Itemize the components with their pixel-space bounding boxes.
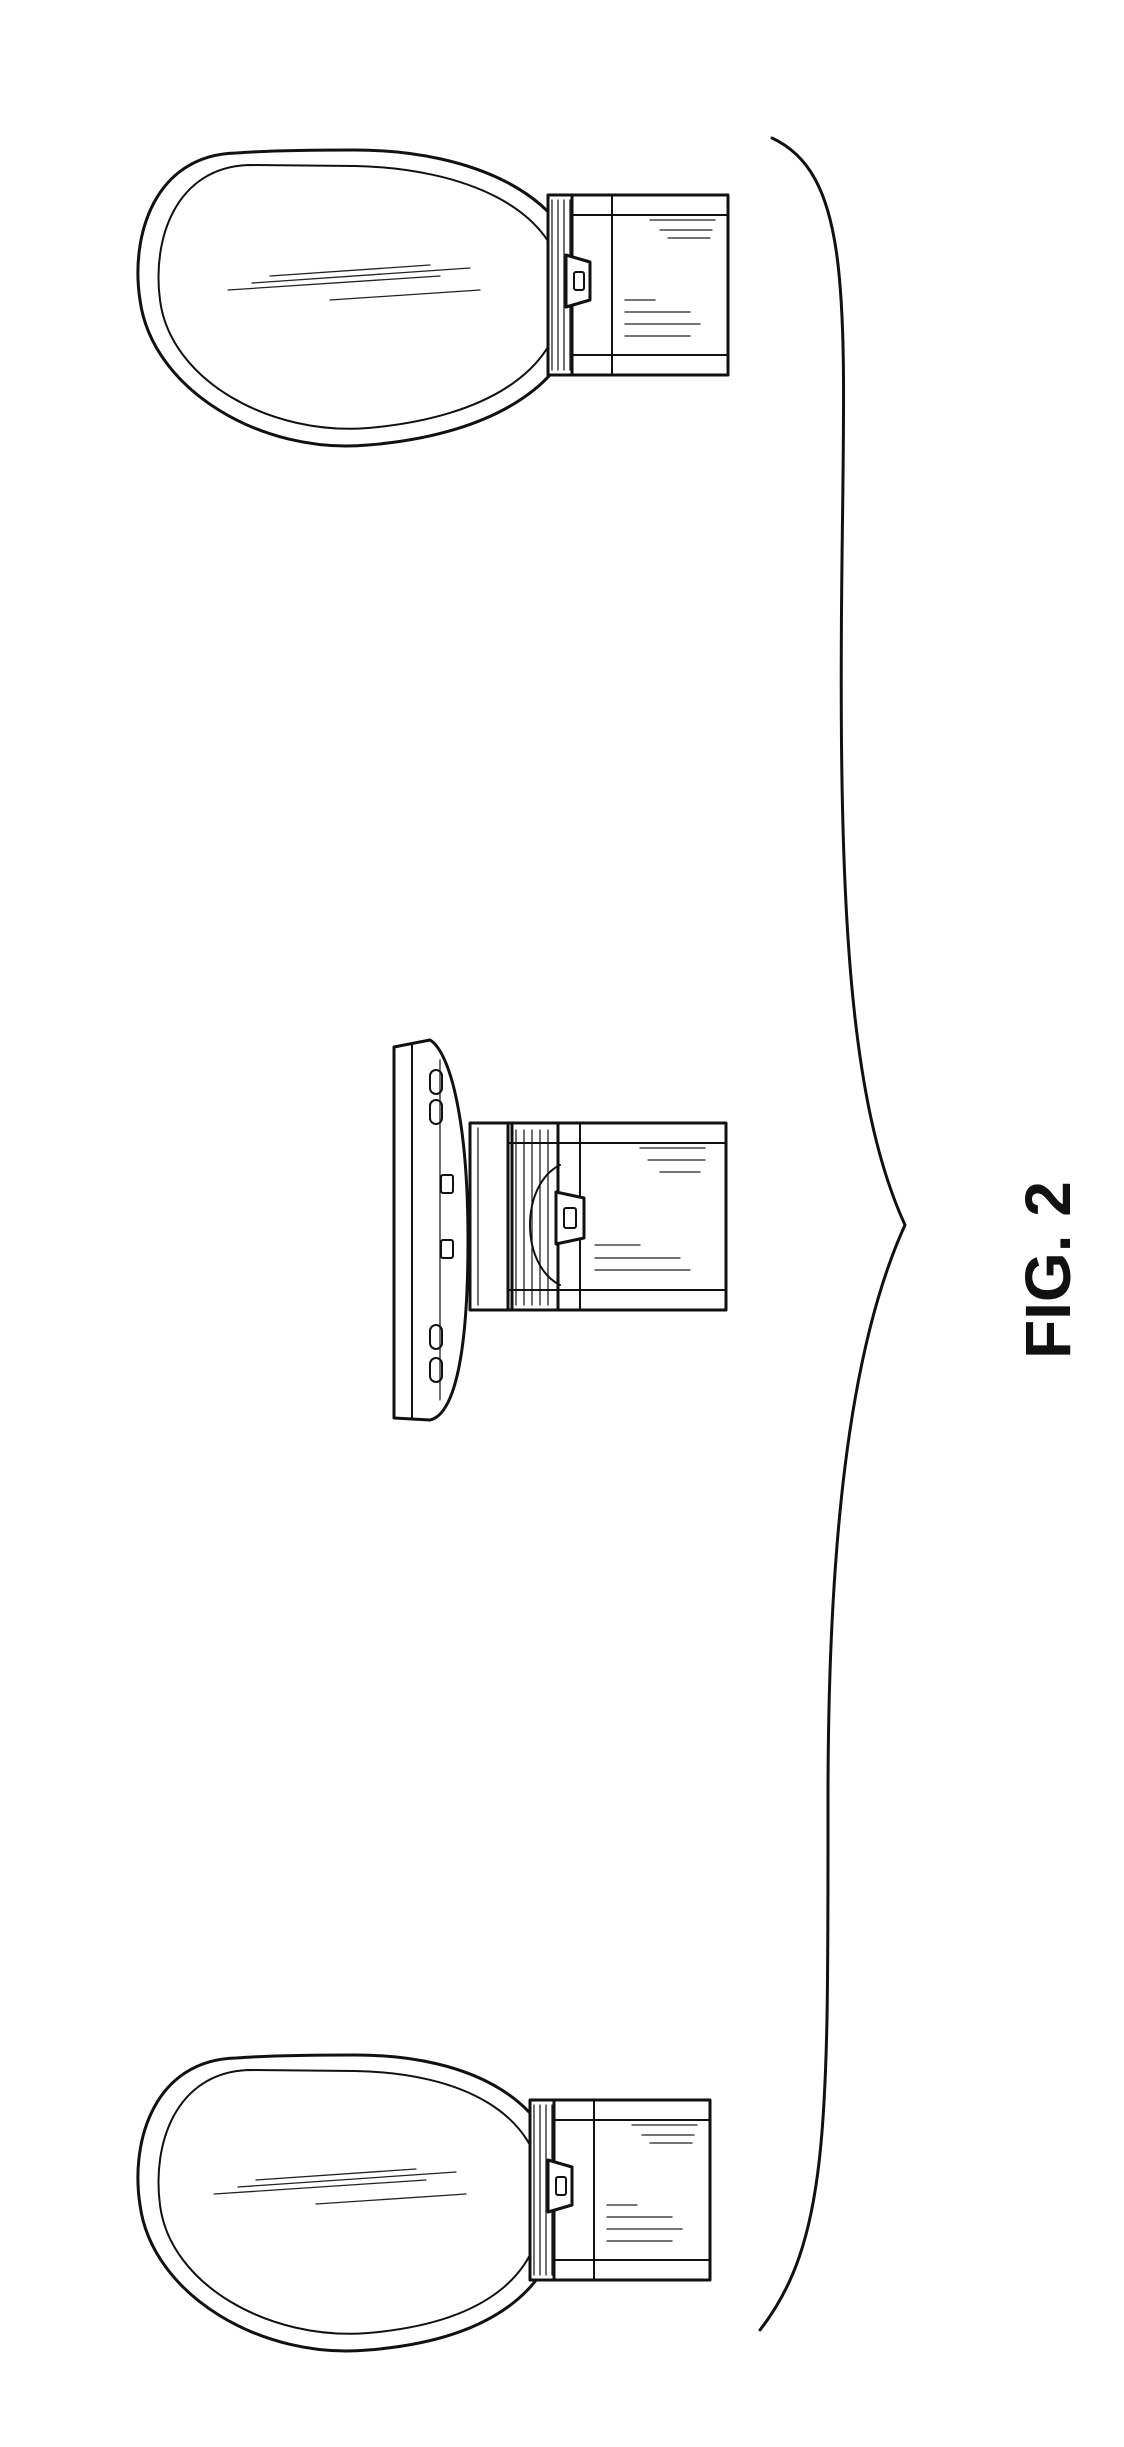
bottom-device-view xyxy=(138,2055,710,2351)
middle-device-view xyxy=(394,1040,726,1420)
bottom-cup-outer xyxy=(138,2055,562,2351)
figure-label: FIG. 2 xyxy=(1012,1181,1084,1359)
middle-stem xyxy=(470,1123,510,1310)
bottom-body xyxy=(554,2100,710,2280)
middle-clip xyxy=(556,1192,584,1244)
top-body xyxy=(572,195,728,375)
middle-band xyxy=(512,1123,558,1310)
top-clip xyxy=(566,255,590,307)
grouping-brace xyxy=(760,138,905,2330)
bottom-clip xyxy=(548,2160,572,2212)
top-device-view xyxy=(138,150,728,446)
